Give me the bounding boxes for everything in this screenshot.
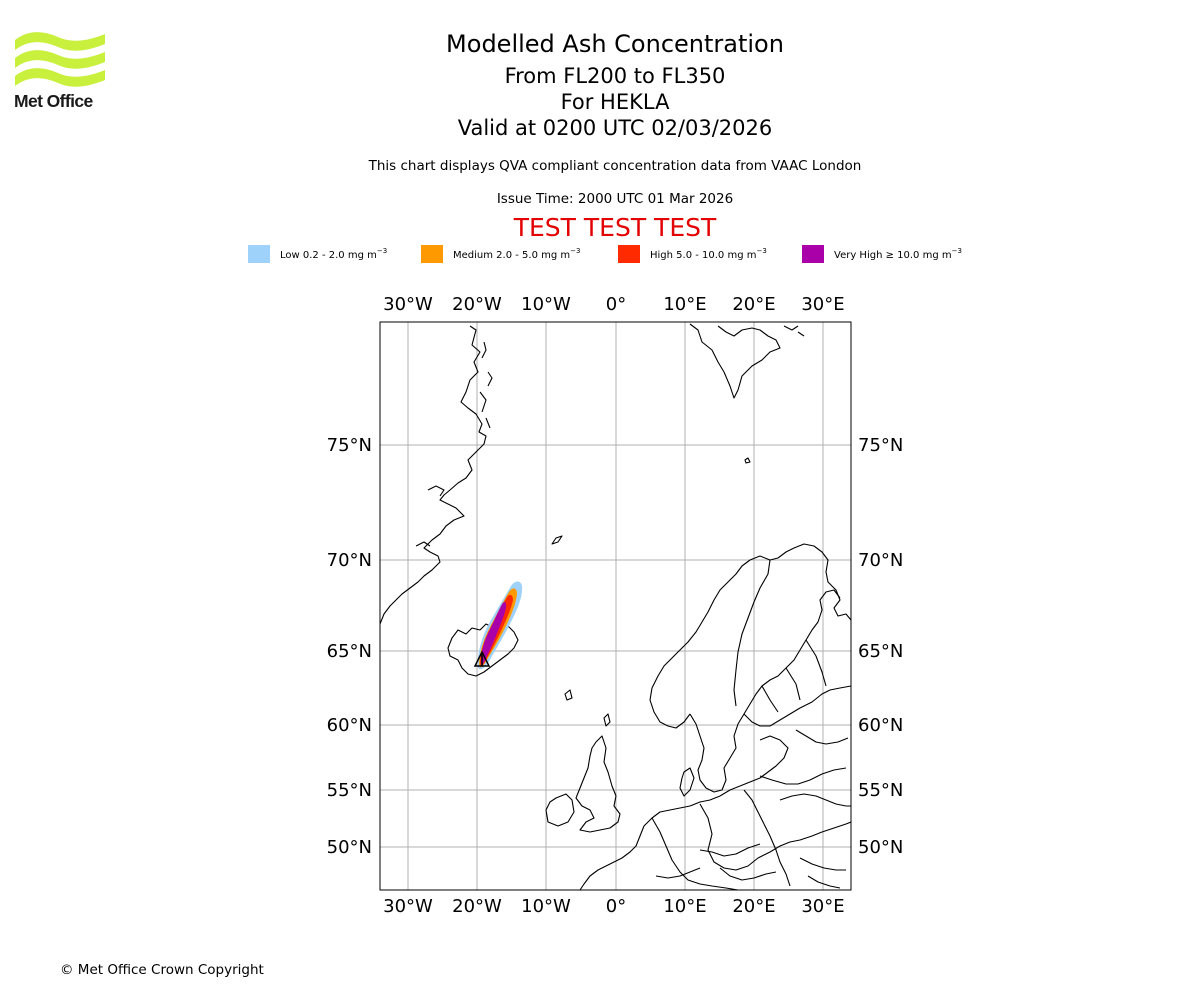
europe-borders-6	[795, 729, 849, 745]
left-lat-label-50n: 50°N	[327, 837, 372, 858]
flight-level-range: From FL200 to FL350	[504, 64, 726, 88]
bottom-lon-label-20e: 20°E	[732, 896, 775, 917]
europe-borders-7	[699, 843, 761, 857]
legend-swatch-medium	[421, 245, 443, 263]
legend-swatch-low	[248, 245, 270, 263]
norway-coast	[649, 543, 851, 729]
bottom-lon-label-0: 0°	[606, 896, 626, 917]
legend-label-low: Low 0.2 - 2.0 mg m−3	[280, 247, 388, 261]
bottom-lon-label-30e: 30°E	[801, 896, 844, 917]
svalbard-west	[479, 341, 493, 429]
legend-label-very-high: Very High ≥ 10.0 mg m−3	[834, 247, 962, 261]
met-office-logo-text: Met Office	[14, 91, 93, 111]
britain-coast	[575, 735, 621, 833]
legend-item-medium: Medium 2.0 - 5.0 mg m−3	[421, 244, 580, 264]
bottom-lon-label-30w: 30°W	[383, 896, 433, 917]
greenland-coast	[380, 325, 487, 625]
europe-borders-5	[759, 767, 847, 785]
europe-borders-4	[779, 793, 851, 807]
volcano-name: For HEKLA	[560, 90, 670, 114]
volcano-marker-icon	[473, 650, 491, 667]
european-mainland-coast	[579, 795, 721, 890]
norway-sweden-border	[733, 559, 771, 707]
legend-swatch-very-high	[802, 245, 824, 263]
right-lat-label-55n: 55°N	[858, 780, 903, 801]
baltic-coast	[743, 685, 851, 727]
ireland-coast	[545, 793, 575, 827]
top-lon-label-10w: 10°W	[521, 294, 571, 315]
bottom-lon-labels: 30°W 20°W 10°W 0° 10°E 20°E 30°E	[383, 896, 844, 917]
europe-borders-11	[807, 875, 841, 889]
top-lon-label-30w: 30°W	[383, 294, 433, 315]
bottom-lon-label-10e: 10°E	[663, 896, 706, 917]
met-office-logo-icon	[15, 32, 105, 87]
left-lat-label-60n: 60°N	[327, 715, 372, 736]
iceland-coast	[447, 621, 519, 677]
bottom-lon-label-20w: 20°W	[452, 896, 502, 917]
ash-plume	[477, 581, 523, 670]
graticule	[380, 322, 851, 890]
right-lat-label-65n: 65°N	[858, 641, 903, 662]
svalbard-east	[783, 325, 805, 337]
europe-borders-8	[719, 867, 777, 881]
legend-swatch-high	[618, 245, 640, 263]
top-lon-label-0: 0°	[606, 294, 626, 315]
europe-borders-2	[651, 817, 739, 890]
europe-borders-1	[699, 803, 851, 871]
left-lat-label-75n: 75°N	[327, 435, 372, 456]
left-lat-label-65n: 65°N	[327, 641, 372, 662]
legend-item-high: High 5.0 - 10.0 mg m−3	[618, 244, 767, 264]
finland-border	[761, 667, 801, 713]
top-lon-label-20e: 20°E	[732, 294, 775, 315]
valid-time: Valid at 0200 UTC 02/03/2026	[457, 116, 773, 140]
right-lat-label-50n: 50°N	[858, 837, 903, 858]
left-lat-labels: 75°N 70°N 65°N 60°N 55°N 50°N	[327, 435, 372, 858]
jan-mayen-coast	[551, 535, 563, 545]
top-lon-label-30e: 30°E	[801, 294, 844, 315]
coastlines	[380, 323, 851, 890]
svalbard-coast	[689, 323, 781, 399]
finland-russia-border	[805, 639, 827, 687]
chart-title: Modelled Ash Concentration	[446, 30, 784, 58]
europe-borders-3	[743, 789, 791, 887]
left-lat-label-55n: 55°N	[327, 780, 372, 801]
legend-item-low: Low 0.2 - 2.0 mg m−3	[248, 244, 387, 264]
copyright-notice: © Met Office Crown Copyright	[60, 962, 264, 978]
top-lon-labels: 30°W 20°W 10°W 0° 10°E 20°E 30°E	[383, 294, 844, 315]
qva-disclaimer: This chart displays QVA compliant concen…	[368, 158, 862, 174]
right-lat-label-60n: 60°N	[858, 715, 903, 736]
faroe-coast	[564, 689, 573, 701]
plume-very-high	[481, 602, 507, 666]
top-lon-label-10e: 10°E	[663, 294, 706, 315]
denmark-coast	[679, 767, 695, 797]
baltic-states-coast	[719, 735, 789, 797]
map-frame	[379, 321, 852, 891]
bottom-lon-label-10w: 10°W	[521, 896, 571, 917]
greenland-fjord-1	[427, 485, 445, 497]
top-lon-label-20w: 20°W	[452, 294, 502, 315]
test-banner: TEST TEST TEST	[513, 213, 717, 242]
bear-island-coast	[744, 457, 751, 464]
europe-borders-9	[799, 857, 846, 871]
legend-item-very-high: Very High ≥ 10.0 mg m−3	[802, 244, 962, 264]
europe-borders-10	[655, 867, 701, 879]
greenland-fjord-2	[415, 541, 431, 547]
shetland-coast	[603, 713, 611, 727]
right-lat-label-70n: 70°N	[858, 550, 903, 571]
legend-label-medium: Medium 2.0 - 5.0 mg m−3	[453, 247, 581, 261]
left-lat-label-70n: 70°N	[327, 550, 372, 571]
right-lat-labels: 75°N 70°N 65°N 60°N 55°N 50°N	[858, 435, 903, 858]
right-lat-label-75n: 75°N	[858, 435, 903, 456]
legend-label-high: High 5.0 - 10.0 mg m−3	[650, 247, 767, 261]
issue-time: Issue Time: 2000 UTC 01 Mar 2026	[496, 191, 734, 207]
